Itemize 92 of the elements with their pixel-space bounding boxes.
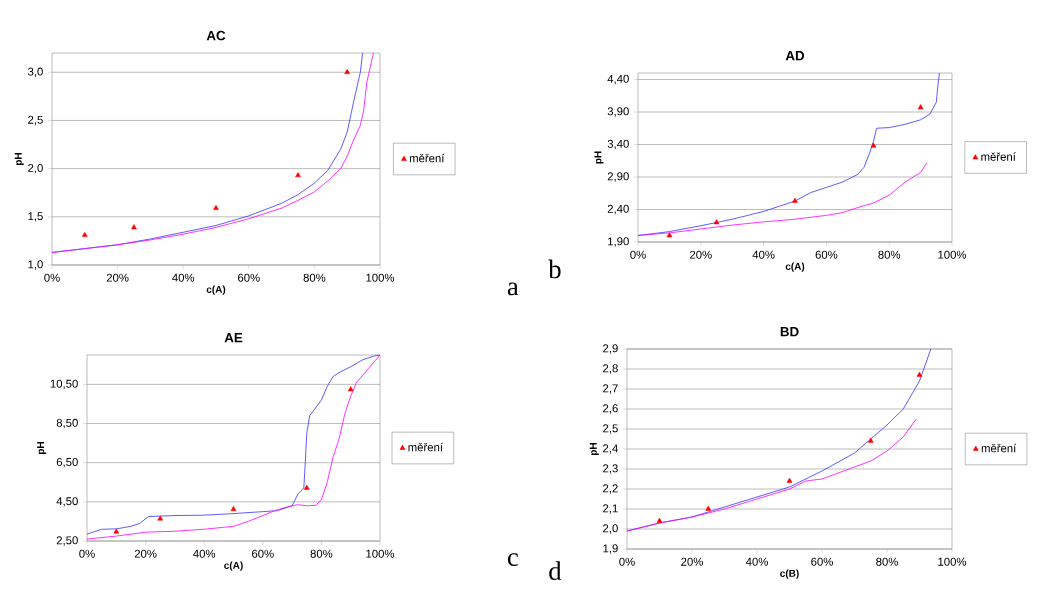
point [666,232,673,238]
line-series [637,162,928,236]
y-tick-label: 2,9 [603,344,618,354]
x-tick-label: 80% [878,250,901,259]
y-axis-title: pH [37,442,47,454]
x-tick-label: 20% [134,549,157,558]
y-tick-label: 1,5 [28,212,43,222]
x-tick-label: 0% [44,273,60,282]
point [303,484,310,490]
text: c [507,553,518,567]
x-tick-label: 0% [79,549,95,558]
y-tick-label: 1,9 [603,544,618,554]
x-axis-title: c(A) [785,262,805,272]
legend-label: měření [409,153,445,163]
y-axis-title: pH [589,443,599,455]
point [213,204,219,210]
point [230,506,237,512]
text: a [507,282,519,296]
x-tick-label: 40% [745,557,768,566]
x-tick-label: 60% [815,250,838,259]
point [113,528,120,534]
point [916,371,923,377]
chart-title: AC [206,30,226,41]
x-tick-label: 80% [310,549,333,558]
y-tick-label: 3,0 [27,67,43,77]
y-tick-label: 2,90 [607,172,629,182]
y-tick-label: 8,50 [56,418,78,429]
legend-label: měření [981,152,1016,161]
y-tick-label: 1,90 [608,237,629,247]
point [786,477,793,483]
x-tick-label: 100% [938,250,967,259]
x-tick-label: 40% [752,250,775,259]
x-tick-label: 60% [238,273,260,282]
y-tick-label: 2,2 [603,484,618,494]
x-tick-label: 40% [172,273,195,282]
legend-label: měření [408,442,443,452]
y-tick-label: 4,50 [56,497,78,507]
y-tick-label: 2,0 [28,163,43,174]
chart-title: BD [780,327,799,337]
x-tick-label: 80% [876,557,898,566]
point [131,224,137,230]
x-tick-label: 0% [630,250,646,259]
x-tick-label: 20% [106,273,129,282]
chart-title: AD [785,51,805,61]
point [656,517,663,523]
point [867,437,874,443]
text: b [548,259,561,279]
x-tick-label: 60% [811,557,833,566]
point [344,69,351,75]
x-tick-label: 20% [690,250,712,259]
x-axis-title: c(A) [206,285,226,295]
y-tick-label: 10,50 [50,379,78,390]
y-tick-label: 1,0 [28,260,43,270]
y-tick-label: 2,4 [603,444,618,454]
y-axis-title: pH [594,151,604,164]
x-tick-label: 100% [938,557,967,566]
y-tick-label: 2,3 [603,464,618,474]
chart-title: AE [224,333,243,343]
y-tick-label: 2,6 [603,404,618,414]
point [870,142,877,148]
point [81,231,88,237]
y-tick-label: 2,0 [603,524,618,534]
point [917,104,924,110]
point [713,219,720,225]
y-axis-title: pH [14,153,24,165]
x-tick-label: 100% [366,273,395,282]
y-tick-label: 2,5 [603,424,618,434]
y-tick-label: 2,40 [607,204,629,215]
y-tick-label: 2,1 [603,504,618,514]
y-tick-label: 3,40 [607,139,629,150]
y-tick-label: 2,8 [603,364,618,374]
x-tick-label: 0% [619,557,635,566]
point [295,172,301,178]
y-tick-label: 6,50 [56,458,78,468]
x-tick-label: 60% [252,549,274,558]
text: d [549,561,562,581]
x-tick-label: 20% [681,557,703,566]
y-tick-label: 2,5 [28,115,43,126]
y-tick-label: 2,7 [603,384,618,394]
y-tick-label: 3,90 [607,107,629,117]
point [792,197,798,203]
x-axis-title: c(B) [780,569,799,579]
point [157,515,164,521]
point [705,505,712,511]
x-axis-title: c(A) [224,561,243,571]
x-tick-label: 40% [193,549,216,558]
y-tick-label: 4,40 [607,74,629,85]
y-tick-label: 2,50 [56,536,78,546]
legend-label: měření [981,443,1017,453]
x-tick-label: 80% [303,273,326,282]
x-tick-label: 100% [366,549,395,558]
point [347,386,354,392]
